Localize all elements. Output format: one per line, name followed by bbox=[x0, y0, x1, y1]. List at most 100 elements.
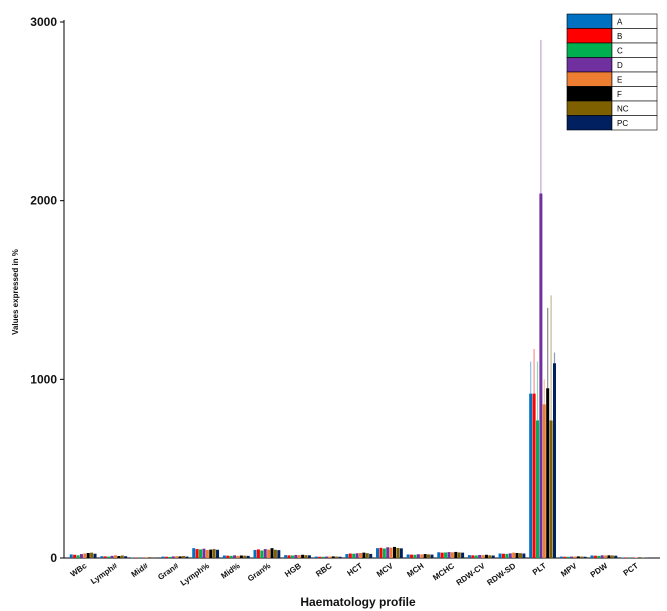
bar-wbc-d bbox=[79, 554, 83, 558]
bar-plt-d bbox=[539, 193, 543, 558]
legend-swatch-a bbox=[566, 13, 613, 29]
bar-mpv-f bbox=[576, 556, 580, 558]
x-axis-label: Haematology profile bbox=[300, 595, 416, 609]
bar-rdwsd-e bbox=[512, 552, 516, 558]
x-tick-label: MCHC bbox=[431, 561, 456, 582]
bar-mcv-b bbox=[379, 547, 383, 558]
y-tick-label: 3000 bbox=[30, 15, 57, 29]
x-tick-label: HCT bbox=[346, 561, 365, 578]
x-tick-label: WBc bbox=[69, 561, 89, 579]
bar-rdwcv-b bbox=[471, 555, 475, 558]
bar-pdw-b bbox=[593, 555, 597, 558]
bar-hgb-d bbox=[294, 554, 298, 558]
bar-mid-d bbox=[141, 557, 145, 558]
bar-lymph-d bbox=[202, 548, 206, 558]
bar-mchc-nc bbox=[457, 552, 461, 558]
bar-pct-d bbox=[631, 557, 635, 558]
bar-lymph-e bbox=[113, 555, 117, 558]
bar-gran-a bbox=[253, 549, 257, 558]
bar-gran-d bbox=[171, 556, 175, 558]
legend-cell-pc bbox=[611, 115, 658, 131]
legend-swatch-c bbox=[566, 42, 613, 58]
bar-lymph-nc bbox=[212, 549, 216, 558]
bar-mch-nc bbox=[427, 554, 431, 558]
bar-mpv-d bbox=[570, 556, 574, 558]
bar-gran-b bbox=[165, 556, 169, 558]
bar-lymph-d bbox=[110, 555, 114, 558]
bar-wbc-f bbox=[86, 553, 90, 558]
legend-swatch-d bbox=[566, 57, 613, 73]
x-tick-label: MCH bbox=[405, 561, 425, 579]
legend-label-e: E bbox=[617, 76, 622, 85]
bar-gran-b bbox=[256, 549, 260, 558]
legend-swatch-e bbox=[566, 71, 613, 87]
bar-plt-e bbox=[542, 404, 546, 558]
legend-label-c: C bbox=[617, 47, 623, 56]
bar-lymph-f bbox=[209, 549, 213, 558]
bar-plt-c bbox=[535, 420, 539, 558]
bar-hgb-a bbox=[284, 555, 288, 558]
bar-lymph-e bbox=[205, 549, 209, 558]
x-tick-label: Mid# bbox=[130, 561, 151, 579]
bar-pdw-c bbox=[597, 555, 601, 558]
bar-lymph-a bbox=[100, 556, 104, 558]
legend-swatch-pc bbox=[566, 115, 613, 131]
bar-rdwcv-e bbox=[481, 555, 485, 558]
bar-rdwcv-a bbox=[467, 555, 471, 558]
bar-rdwsd-c bbox=[505, 553, 509, 558]
bar-mchc-b bbox=[440, 552, 444, 558]
bar-mcv-c bbox=[382, 548, 386, 558]
bar-lymph-f bbox=[117, 556, 121, 558]
error-bars bbox=[530, 39, 556, 421]
bar-wbc-nc bbox=[90, 552, 94, 558]
bar-rdwcv-nc bbox=[488, 555, 492, 558]
bar-lymph-pc bbox=[124, 556, 128, 558]
bar-rbc-c bbox=[321, 556, 325, 558]
bar-mch-f bbox=[423, 554, 427, 558]
bar-plt-nc bbox=[549, 420, 553, 558]
bar-hgb-b bbox=[287, 555, 291, 558]
bar-hct-c bbox=[352, 553, 356, 558]
bar-mcv-f bbox=[393, 546, 397, 558]
bar-mchc-c bbox=[444, 552, 448, 558]
bar-plt-f bbox=[546, 388, 550, 558]
bar-gran-e bbox=[267, 549, 271, 558]
bar-lymph-pc bbox=[216, 549, 220, 558]
bar-mid-a bbox=[130, 557, 134, 558]
bar-lymph-b bbox=[103, 556, 107, 558]
bar-lymph-c bbox=[199, 549, 203, 558]
y-tick-label: 1000 bbox=[30, 372, 57, 386]
x-tick-label: PCT bbox=[622, 561, 640, 578]
x-tick-label: HGB bbox=[283, 561, 303, 579]
x-tick-label: PLT bbox=[531, 561, 548, 577]
bar-mid-b bbox=[226, 555, 230, 558]
x-tick-label: Lymph# bbox=[89, 561, 119, 586]
bar-hgb-pc bbox=[307, 555, 311, 558]
bar-mch-d bbox=[416, 554, 420, 558]
legend-label-f: F bbox=[617, 90, 622, 99]
bar-pdw-e bbox=[604, 555, 608, 558]
x-tick-label: Mid% bbox=[219, 561, 241, 580]
bar-rdwsd-d bbox=[508, 553, 512, 558]
bar-wbc-e bbox=[83, 553, 87, 558]
bar-pdw-d bbox=[600, 555, 604, 558]
x-tick-label: RBC bbox=[314, 561, 334, 578]
bar-rbc-a bbox=[314, 556, 318, 558]
bar-mid-f bbox=[147, 557, 151, 558]
bar-gran-a bbox=[161, 556, 165, 558]
bar-mpv-pc bbox=[583, 556, 587, 558]
bar-rdwcv-f bbox=[484, 554, 488, 558]
bar-pct-nc bbox=[641, 557, 645, 558]
bar-mch-b bbox=[410, 554, 414, 558]
bar-mid-pc bbox=[246, 555, 250, 558]
bar-rdwcv-pc bbox=[491, 555, 495, 558]
bar-mid-nc bbox=[151, 557, 155, 558]
bar-hct-b bbox=[348, 553, 352, 558]
bar-pct-f bbox=[638, 557, 642, 558]
bar-mcv-e bbox=[389, 547, 393, 558]
bar-hgb-c bbox=[290, 555, 294, 558]
bars bbox=[69, 193, 648, 558]
x-tick-label: MPV bbox=[559, 561, 579, 579]
legend-label-b: B bbox=[617, 32, 622, 41]
